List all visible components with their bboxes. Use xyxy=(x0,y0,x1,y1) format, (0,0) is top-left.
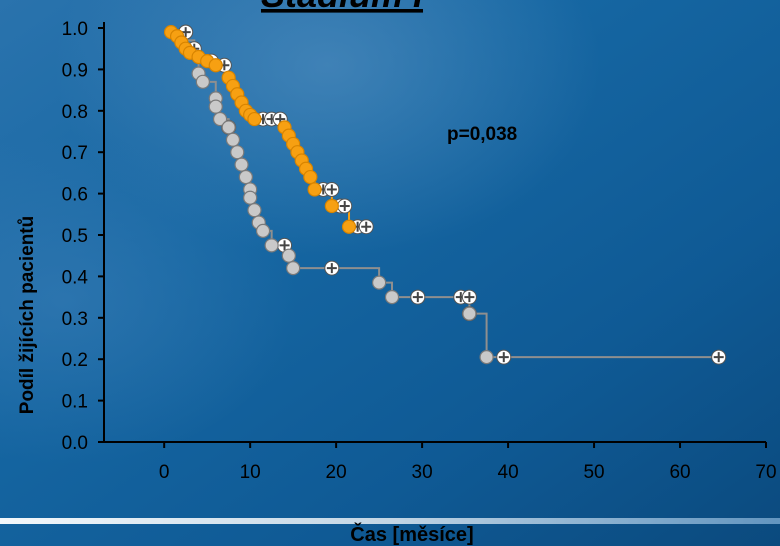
x-tick-label: 60 xyxy=(669,462,690,483)
series-grey-censor-marker xyxy=(461,289,477,305)
series-orange-censor-marker xyxy=(337,198,353,214)
series-orange-event-point xyxy=(247,111,262,127)
series-grey-event-point xyxy=(225,132,241,147)
series-orange-event-point xyxy=(324,198,339,214)
series-orange-event-point xyxy=(208,58,223,73)
series-grey-event-point xyxy=(479,350,494,365)
y-tick-label: 0.3 xyxy=(62,309,88,330)
y-axis-label: Podíl žijících pacientů xyxy=(17,216,38,414)
series-grey-event-point xyxy=(234,157,249,172)
series-grey-event-point xyxy=(281,248,296,263)
chart-labels: 0.0 0.1 0.2 0.3 0.4 0.5 0.6 0.7 0.8 0.9 1.0 0 10 20 30… xyxy=(17,0,777,546)
y-tick-label: 0.7 xyxy=(62,143,88,164)
series-orange-censor-marker xyxy=(358,219,374,235)
series-grey-event-point xyxy=(243,190,258,205)
series-grey-event-point xyxy=(462,306,477,321)
series-grey-event-point xyxy=(212,111,228,127)
x-tick-label: 70 xyxy=(755,462,776,483)
x-tick-label: 0 xyxy=(159,462,170,483)
series-orange-event-point xyxy=(307,182,322,197)
series-grey-event-point xyxy=(255,223,271,238)
series-grey-event-point xyxy=(264,238,279,253)
series-grey-event-point xyxy=(208,99,223,114)
series-orange-censor-marker xyxy=(324,181,340,197)
series-orange-event-point xyxy=(341,219,357,234)
p-value-annotation: p=0,038 xyxy=(447,124,517,145)
series-grey-censor-marker xyxy=(410,289,426,305)
chart-marks xyxy=(163,24,727,365)
y-tick-label: 0.4 xyxy=(62,267,89,288)
chart-title: Stadium I xyxy=(261,0,424,15)
series-grey-event-point xyxy=(372,275,387,290)
y-tick-label: 0.5 xyxy=(62,226,88,247)
x-tick-label: 20 xyxy=(326,462,347,483)
y-tick-label: 0.6 xyxy=(62,185,88,206)
y-tick-label: 0.9 xyxy=(62,60,88,81)
y-tick-label: 1.0 xyxy=(62,19,88,40)
series-grey-censor-marker xyxy=(324,260,340,276)
y-tick-label: 0.1 xyxy=(62,392,88,413)
series-grey-event-point xyxy=(230,145,245,160)
series-grey-censor-marker xyxy=(496,349,512,365)
series-grey-event-point xyxy=(195,74,210,89)
series-grey-event-point xyxy=(384,290,400,305)
x-tick-label: 40 xyxy=(498,462,519,483)
x-tick-label: 30 xyxy=(412,462,433,483)
series-orange-event-point xyxy=(303,169,318,185)
series-grey-event-point xyxy=(221,120,236,135)
y-tick-label: 0.0 xyxy=(62,433,88,454)
series-grey-event-point xyxy=(247,203,262,218)
y-tick-label: 0.8 xyxy=(62,102,88,123)
x-axis-label: Čas [měsíce] xyxy=(350,522,473,546)
series-grey-event-point xyxy=(238,169,253,185)
series-grey-event-point xyxy=(286,261,301,276)
y-tick-label: 0.2 xyxy=(62,350,88,371)
bottom-stripe xyxy=(0,518,780,524)
axes xyxy=(98,22,767,448)
x-tick-label: 50 xyxy=(583,462,604,483)
series-grey-censor-marker xyxy=(711,349,727,365)
x-tick-label: 10 xyxy=(240,462,261,483)
